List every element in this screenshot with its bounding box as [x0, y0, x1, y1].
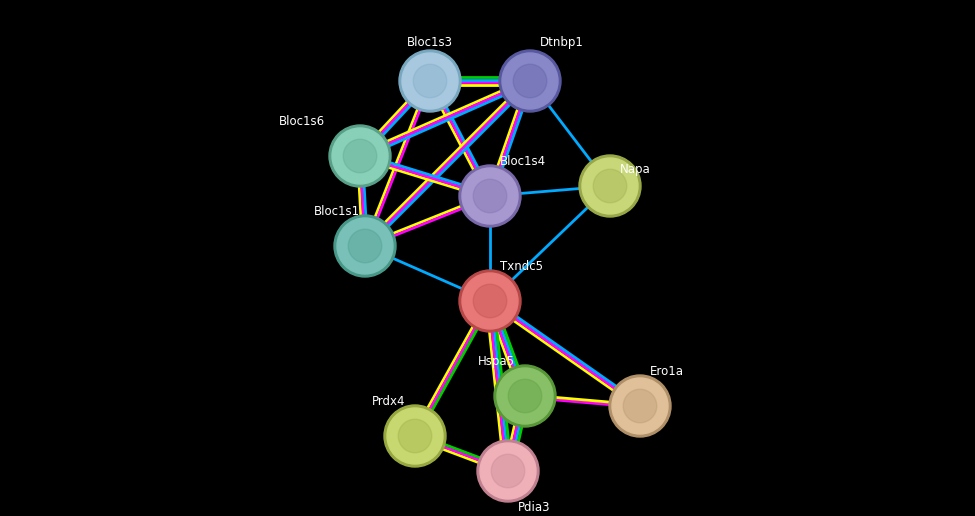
Text: Txndc5: Txndc5 [500, 260, 543, 273]
Text: Dtnbp1: Dtnbp1 [540, 36, 584, 49]
Circle shape [402, 53, 458, 109]
Circle shape [459, 270, 521, 332]
Circle shape [459, 165, 521, 227]
Text: Prdx4: Prdx4 [371, 395, 405, 408]
Circle shape [502, 53, 558, 109]
Text: Hspa5: Hspa5 [478, 355, 515, 368]
Circle shape [612, 378, 668, 434]
Circle shape [337, 218, 393, 274]
Circle shape [593, 169, 627, 203]
Text: Napa: Napa [620, 163, 650, 176]
Circle shape [348, 229, 382, 263]
Circle shape [499, 50, 561, 112]
Circle shape [513, 64, 547, 98]
Circle shape [579, 155, 641, 217]
Circle shape [399, 50, 461, 112]
Circle shape [494, 365, 556, 427]
Circle shape [462, 273, 518, 329]
Circle shape [343, 139, 376, 173]
Circle shape [387, 408, 443, 464]
Circle shape [473, 284, 507, 318]
Circle shape [480, 443, 536, 499]
Circle shape [623, 389, 657, 423]
Circle shape [398, 419, 432, 453]
Circle shape [609, 375, 671, 437]
Circle shape [462, 168, 518, 224]
Circle shape [332, 128, 388, 184]
Text: Bloc1s6: Bloc1s6 [279, 115, 325, 128]
Text: Pdia3: Pdia3 [518, 501, 551, 514]
Circle shape [491, 454, 525, 488]
Circle shape [582, 158, 638, 214]
Text: Bloc1s1: Bloc1s1 [314, 205, 360, 218]
Text: Ero1a: Ero1a [650, 365, 684, 378]
Text: Bloc1s4: Bloc1s4 [500, 155, 546, 168]
Circle shape [384, 405, 446, 467]
Circle shape [497, 368, 553, 424]
Circle shape [508, 379, 542, 413]
Text: Bloc1s3: Bloc1s3 [407, 36, 453, 49]
Circle shape [329, 125, 391, 187]
Circle shape [334, 215, 396, 277]
Circle shape [477, 440, 539, 502]
Circle shape [473, 179, 507, 213]
Circle shape [413, 64, 447, 98]
